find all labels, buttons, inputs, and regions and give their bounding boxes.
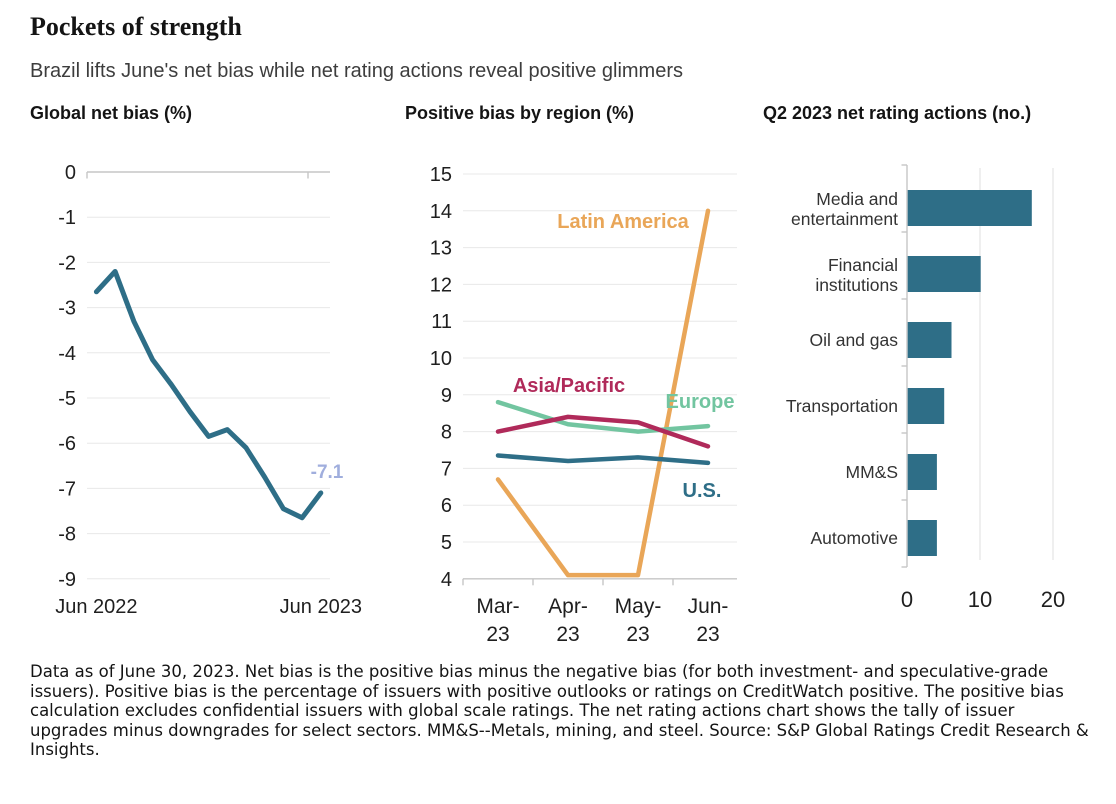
category-label: Financial (828, 255, 898, 275)
x-tick-label: Jun 2023 (280, 596, 362, 618)
y-tick-label: 6 (441, 495, 452, 517)
series-label-latin-america: Latin America (557, 211, 689, 233)
series-line-u-s (495, 453, 711, 466)
chart-positive-bias-by-region: 15 14 13 12 11 10 9 8 7 6 5 4 Latin America Asia/Paci… (430, 164, 737, 646)
chart-global-net-bias: 0 -1 -2 -3 -4 -5 -6 -7 -8 -9 -7.1 Jun 2022 Jun 2023 (55, 162, 362, 618)
series-line-latin-america (495, 208, 711, 578)
series-label-europe: Europe (666, 391, 735, 413)
y-tick-label: 7 (441, 458, 452, 480)
category-label: Automotive (810, 528, 898, 548)
y-tick-label: -6 (58, 433, 76, 455)
chart-title-net-rating-actions: Q2 2023 net rating actions (no.) (763, 103, 1032, 123)
category-label: entertainment (791, 209, 898, 229)
bar-automotive (907, 520, 937, 556)
y-tick-label: -9 (58, 569, 76, 591)
x-tick-label: 0 (901, 587, 913, 612)
chart-title-global-net-bias: Global net bias (%) (30, 103, 193, 123)
y-tick-label: 5 (441, 532, 452, 554)
y-tick-label: 10 (430, 348, 452, 370)
bar-financial-institutions (907, 256, 981, 292)
y-tick-label: 15 (430, 164, 452, 186)
y-tick-label: 8 (441, 422, 452, 444)
y-tick-label: -1 (58, 207, 76, 229)
y-tick-label: 4 (441, 569, 452, 591)
y-tick-label: -8 (58, 524, 76, 546)
y-tick-label: -2 (58, 252, 76, 274)
y-tick-label: -4 (58, 343, 76, 365)
bar-oil-and-gas (907, 322, 952, 358)
x-tick-label: 23 (696, 623, 719, 646)
x-tick-label: Jun- (688, 595, 729, 618)
figure-footnote: Data as of June 30, 2023. Net bias is th… (30, 662, 1089, 759)
series-line-global-net-bias (93, 268, 324, 521)
bar-transportation (907, 388, 945, 424)
bar-mm-s (907, 454, 937, 490)
category-label: Oil and gas (809, 330, 898, 350)
y-tick-label: 9 (441, 385, 452, 407)
y-tick-label: -7 (58, 478, 76, 500)
bar-media-and-entertainment (907, 190, 1032, 226)
y-tick-label: 0 (65, 162, 76, 184)
x-tick-label: Jun 2022 (55, 596, 137, 618)
series-line-europe (495, 399, 711, 434)
chart-title-positive-bias-by-region: Positive bias by region (%) (405, 103, 635, 123)
category-label: MM&S (846, 462, 899, 482)
figure-subtitle: Brazil lifts June's net bias while net r… (30, 60, 683, 82)
x-tick-label: Mar- (476, 595, 519, 618)
figure-title: Pockets of strength (30, 12, 242, 41)
y-tick-label: -3 (58, 298, 76, 320)
x-tick-label: 10 (968, 587, 992, 612)
category-label: institutions (815, 275, 898, 295)
y-tick-label: 14 (430, 201, 452, 223)
series-label-asia-pacific: Asia/Pacific (513, 375, 625, 397)
category-label: Media and (816, 189, 898, 209)
x-tick-label: 23 (556, 623, 579, 646)
x-tick-label: 23 (626, 623, 649, 646)
x-tick-label: 20 (1041, 587, 1065, 612)
y-tick-label: 11 (431, 311, 452, 333)
x-tick-label: Apr- (548, 595, 588, 618)
series-line-asia-pacific (495, 414, 711, 449)
y-tick-label: 12 (430, 274, 452, 296)
series-label-u-s: U.S. (683, 480, 722, 502)
y-tick-label: -5 (58, 388, 76, 410)
category-label: Transportation (786, 396, 898, 416)
series-end-value-label: -7.1 (311, 462, 344, 483)
x-tick-label: 23 (486, 623, 509, 646)
y-tick-label: 13 (430, 238, 452, 260)
x-tick-label: May- (615, 595, 662, 618)
